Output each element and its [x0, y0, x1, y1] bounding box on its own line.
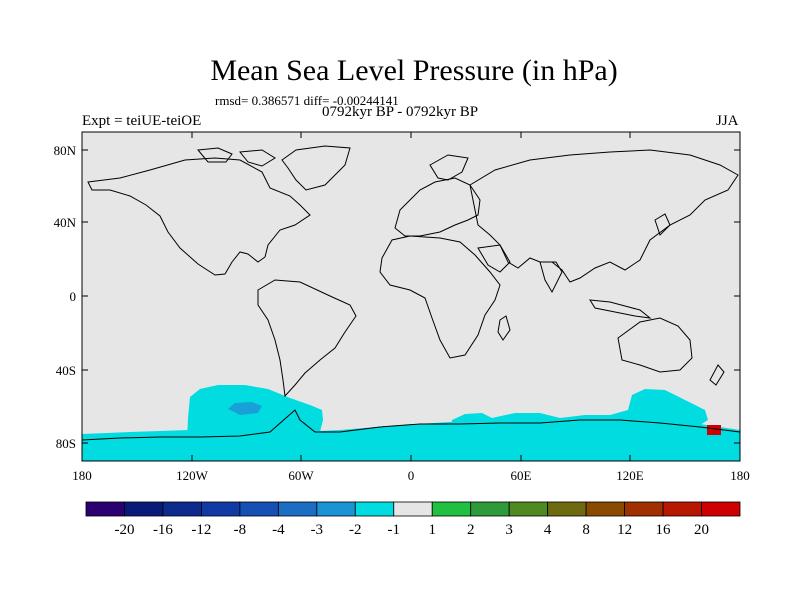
colorbar-swatch	[354, 501, 395, 517]
colorbar-swatch	[201, 501, 241, 517]
coast-south-america	[257, 279, 357, 398]
period-line: 0792kyr BP - 0792kyr BP	[322, 104, 479, 120]
colorbar-label: -16	[153, 522, 173, 538]
lat-tick-labels: 80N 40N 0 40S 80S	[54, 143, 77, 451]
colorbar-label: 16	[656, 522, 672, 538]
coast-arctic-islands	[197, 147, 276, 167]
coast-scandinavia	[429, 154, 469, 181]
colorbar-label: 1	[428, 522, 436, 538]
experiment-label: Expt = teiUE-teiOE	[82, 113, 202, 129]
colorbar-label: -4	[272, 522, 285, 538]
coast-madagascar	[497, 315, 511, 341]
colorbar-swatch	[124, 501, 164, 517]
colorbar-swatch	[470, 501, 510, 517]
colorbar-label: -3	[311, 522, 324, 538]
colorbar-label: -12	[191, 522, 211, 538]
anomaly-red-patch	[707, 425, 721, 435]
anomaly-antarctic-belt	[82, 420, 740, 461]
colorbar-swatch	[431, 501, 472, 517]
coast-australia	[617, 317, 693, 373]
lon-tick-label: 120W	[176, 468, 209, 483]
colorbar-swatch	[624, 501, 664, 517]
colorbar-label: 2	[467, 522, 475, 538]
colorbar-swatch	[701, 501, 741, 517]
coastlines	[81, 145, 741, 441]
colorbar-swatch	[85, 501, 125, 517]
lat-tick-label: 40S	[56, 363, 76, 378]
map-title: Mean Sea Level Pressure (in hPa)	[210, 54, 618, 87]
colorbar-swatch	[508, 501, 549, 517]
coast-japan	[654, 213, 671, 236]
lat-tick-label: 80S	[56, 436, 76, 451]
coast-greenland	[281, 145, 351, 191]
colorbar-swatch	[316, 501, 356, 517]
colorbar-label: -2	[349, 522, 362, 538]
lat-tick-label: 40N	[54, 215, 77, 230]
colorbar-label: 4	[544, 522, 552, 538]
colorbar-swatch	[162, 501, 202, 517]
lon-tick-label: 180	[72, 468, 92, 483]
colorbar-label: -20	[114, 522, 134, 538]
colorbar-swatch	[239, 501, 279, 517]
lon-tick-label: 180	[730, 468, 750, 483]
lon-tick-label: 60E	[511, 468, 532, 483]
coast-north-america	[87, 157, 311, 276]
colorbar-swatch	[547, 501, 587, 517]
lon-tick-label: 60W	[288, 468, 314, 483]
colorbar-swatch	[662, 501, 702, 517]
colorbar-swatch	[585, 501, 625, 517]
colorbar	[85, 501, 741, 517]
coast-new-zealand	[709, 364, 725, 386]
colorbar-labels: -20 -16 -12 -8 -4 -3 -2 -1 1 2 3 4 8 12 16 20	[114, 522, 709, 538]
season-label: JJA	[716, 113, 739, 129]
coast-antarctica	[81, 409, 741, 441]
lon-tick-label: 120E	[616, 468, 644, 483]
anomaly-core	[228, 402, 262, 415]
colorbar-label: 3	[505, 522, 513, 538]
coast-se-asia-islands	[589, 299, 652, 319]
lon-tick-label: 0	[408, 468, 415, 483]
lat-tick-label: 80N	[54, 143, 77, 158]
coast-africa	[379, 235, 501, 359]
lat-tick-label: 0	[70, 289, 77, 304]
coast-india	[539, 261, 563, 294]
colorbar-label: 20	[694, 522, 709, 538]
anomaly-regions	[82, 385, 740, 461]
colorbar-label: 12	[617, 522, 632, 538]
lon-tick-marks	[81, 132, 741, 461]
coast-arabia	[477, 244, 511, 273]
lon-tick-labels: 180 120W 60W 0 60E 120E 180	[72, 468, 750, 483]
colorbar-label: -8	[234, 522, 247, 538]
colorbar-swatch	[393, 501, 433, 517]
coast-europe	[394, 177, 481, 237]
lat-tick-marks	[82, 149, 740, 444]
coast-asia	[469, 149, 739, 283]
colorbar-label: -1	[388, 522, 401, 538]
colorbar-label: 8	[582, 522, 590, 538]
stats-line: rmsd= 0.386571 diff= -0.00244141	[215, 93, 399, 108]
colorbar-swatch	[277, 501, 318, 517]
